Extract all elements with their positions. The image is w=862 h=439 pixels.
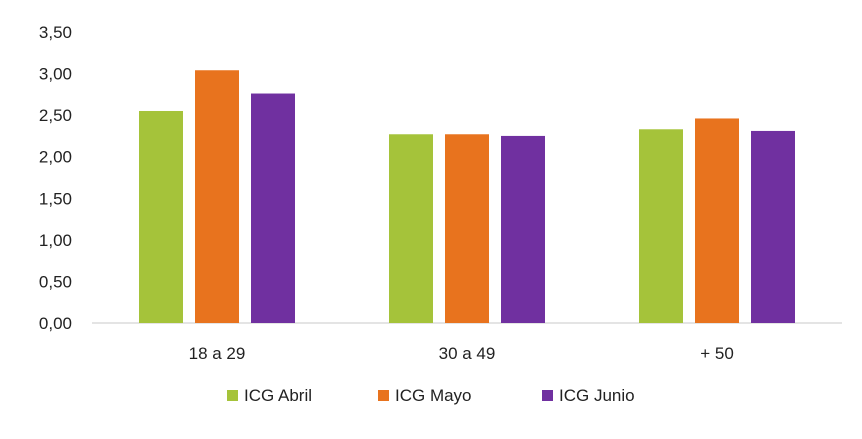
y-axis: 0,00 0,50 1,00 1,50 2,00 2,50 3,00 3,50: [39, 23, 72, 333]
bar-icg-junio-1: [501, 135, 545, 323]
bar-icg-junio-2: [751, 130, 795, 323]
legend-item: ICG Abril: [227, 386, 312, 405]
y-tick-label: 2,00: [39, 148, 72, 167]
y-tick-label: 2,50: [39, 106, 72, 125]
y-tick-label: 0,50: [39, 272, 72, 291]
legend-label: ICG Abril: [244, 386, 312, 405]
legend-item: ICG Mayo: [378, 386, 472, 405]
x-tick-label: 30 a 49: [439, 344, 496, 363]
bar-icg-abril-2: [639, 129, 683, 323]
x-axis: 18 a 29 30 a 49 + 50: [92, 322, 842, 363]
y-tick-label: 1,00: [39, 231, 72, 250]
y-tick-label: 3,00: [39, 65, 72, 84]
x-tick-label: + 50: [700, 344, 734, 363]
x-tick-label: 18 a 29: [189, 344, 246, 363]
y-tick-label: 1,50: [39, 189, 72, 208]
y-tick-label: 3,50: [39, 23, 72, 42]
bar-icg-mayo-0: [195, 70, 239, 323]
legend-swatch: [542, 390, 553, 401]
bar-icg-abril-0: [139, 110, 183, 323]
legend-swatch: [227, 390, 238, 401]
legend-label: ICG Junio: [559, 386, 635, 405]
bar-icg-mayo-2: [695, 118, 739, 324]
bar-icg-mayo-1: [445, 134, 489, 323]
legend-label: ICG Mayo: [395, 386, 472, 405]
bar-icg-abril-1: [389, 134, 433, 323]
legend-swatch: [378, 390, 389, 401]
bar-icg-junio-0: [251, 93, 295, 323]
y-tick-label: 0,00: [39, 314, 72, 333]
bars: [139, 70, 795, 324]
legend: ICG Abril ICG Mayo ICG Junio: [227, 386, 635, 405]
legend-item: ICG Junio: [542, 386, 635, 405]
